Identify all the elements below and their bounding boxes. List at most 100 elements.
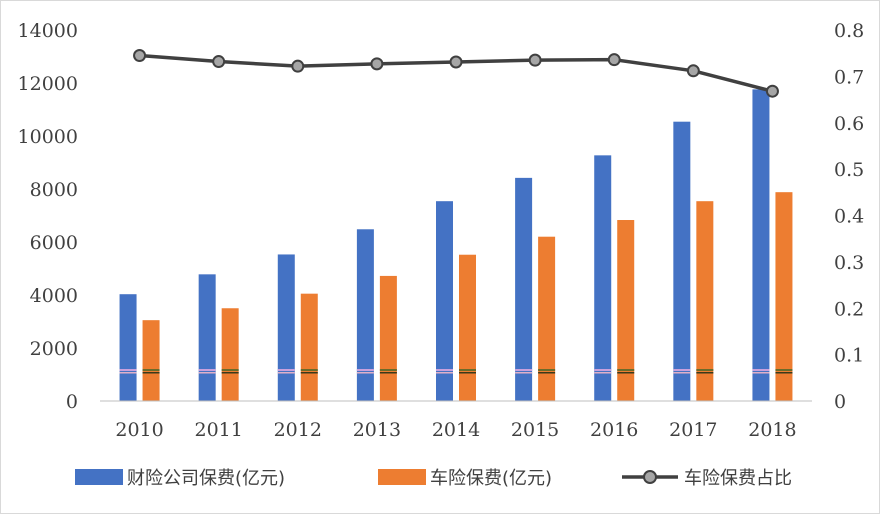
- bar-property-premium-2015: [515, 177, 533, 401]
- right-tick-label-0.8: 0.8: [834, 20, 864, 42]
- point-auto-ratio-2011: [212, 55, 226, 69]
- bar-stripe-1-2018: [775, 369, 793, 371]
- bar-stripe2-1-2014: [459, 372, 476, 374]
- point-auto-ratio-2018: [765, 84, 779, 98]
- left-tick-label-8000: 8000: [30, 179, 78, 201]
- bar-property-premium-2017: [673, 121, 691, 401]
- bars-layer: [119, 89, 793, 402]
- bar-property-premium-2013: [356, 229, 374, 401]
- bar-auto-premium-2010: [142, 320, 160, 401]
- bar-auto-premium-2013: [379, 275, 397, 401]
- bar-stripe-1-2012: [300, 369, 318, 371]
- bar-stripe2-0-2014: [436, 372, 453, 374]
- bar-stripe-1-2014: [459, 369, 476, 371]
- point-auto-ratio-2012: [291, 59, 305, 73]
- bar-property-premium-2016: [594, 155, 612, 401]
- bar-property-premium-2011: [198, 274, 216, 401]
- bar-stripe2-0-2013: [356, 372, 374, 374]
- bar-auto-premium-2016: [617, 220, 635, 401]
- left-tick-label-6000: 6000: [30, 232, 78, 254]
- bar-stripe-0-2017: [673, 369, 691, 371]
- right-tick-label-0.7: 0.7: [834, 66, 864, 88]
- bar-stripe2-1-2010: [142, 372, 160, 374]
- bar-stripe2-1-2012: [300, 372, 318, 374]
- bar-stripe2-0-2017: [673, 372, 691, 374]
- point-auto-ratio-2016: [607, 53, 621, 67]
- right-tick-label-0: 0: [834, 391, 846, 413]
- left-axis-ticks: 0 2000 4000 6000 8000 10000 12000 14000: [18, 20, 78, 413]
- bar-property-premium-2018: [752, 89, 770, 402]
- right-tick-label-0.2: 0.2: [834, 298, 864, 320]
- right-tick-label-0.5: 0.5: [834, 159, 864, 181]
- x-tick-label-2018: 2018: [748, 419, 796, 441]
- bar-stripe-0-2016: [594, 369, 612, 371]
- bar-stripe-0-2011: [198, 369, 216, 371]
- bar-stripe2-0-2016: [594, 372, 612, 374]
- bar-stripe2-1-2016: [617, 372, 635, 374]
- point-auto-ratio-2017: [686, 64, 700, 78]
- legend-label-0: 财险公司保费(亿元): [127, 468, 285, 489]
- point-auto-ratio-2015: [528, 53, 542, 67]
- x-tick-label-2015: 2015: [511, 419, 559, 441]
- bar-auto-premium-2017: [696, 201, 714, 401]
- right-tick-label-0.4: 0.4: [834, 206, 864, 228]
- left-tick-label-4000: 4000: [30, 285, 78, 307]
- point-auto-ratio-2010: [133, 49, 147, 63]
- bar-stripe-0-2010: [119, 369, 137, 371]
- bar-stripe2-0-2011: [198, 372, 216, 374]
- x-tick-label-2014: 2014: [432, 419, 480, 441]
- right-tick-label-0.1: 0.1: [834, 345, 864, 367]
- bar-property-premium-2010: [119, 294, 137, 401]
- bar-stripe-1-2017: [696, 369, 714, 371]
- legend-swatch-0: [75, 469, 123, 485]
- legend: 财险公司保费(亿元) 车险保费(亿元) 车险保费占比: [75, 468, 792, 489]
- bar-stripe-0-2012: [277, 369, 295, 371]
- point-auto-ratio-2013: [370, 57, 384, 71]
- bar-stripe2-1-2011: [221, 372, 239, 374]
- left-tick-label-2000: 2000: [30, 338, 78, 360]
- bar-stripe2-0-2015: [515, 372, 533, 374]
- right-tick-label-0.6: 0.6: [834, 113, 864, 135]
- legend-label-1: 车险保费(亿元): [430, 468, 552, 489]
- line-layer: [133, 49, 779, 98]
- legend-swatch-1: [378, 469, 426, 485]
- bar-stripe-1-2015: [538, 369, 556, 371]
- x-axis-ticks: 2010 2011 2012 2013 2014 2015 2016 2017 2018: [115, 419, 796, 441]
- bar-stripe2-0-2010: [119, 372, 137, 374]
- bar-stripe2-1-2018: [775, 372, 793, 374]
- x-tick-label-2017: 2017: [669, 419, 717, 441]
- bar-stripe-0-2015: [515, 369, 533, 371]
- bar-auto-premium-2014: [459, 254, 476, 401]
- x-tick-label-2012: 2012: [274, 419, 322, 441]
- bar-stripe2-0-2018: [752, 372, 770, 374]
- bar-stripe2-0-2012: [277, 372, 295, 374]
- left-tick-label-12000: 12000: [18, 73, 78, 95]
- bar-stripe2-1-2015: [538, 372, 556, 374]
- right-tick-label-0.3: 0.3: [834, 252, 864, 274]
- bar-property-premium-2012: [277, 254, 295, 401]
- bar-auto-premium-2011: [221, 308, 239, 401]
- legend-marker-2: [643, 470, 657, 484]
- bar-stripe-1-2011: [221, 369, 239, 371]
- bar-auto-premium-2015: [538, 236, 556, 401]
- bar-property-premium-2014: [436, 201, 453, 401]
- bar-stripe-0-2014: [436, 369, 453, 371]
- left-tick-label-10000: 10000: [18, 126, 78, 148]
- x-tick-label-2011: 2011: [194, 419, 242, 441]
- left-tick-label-14000: 14000: [18, 20, 78, 42]
- bar-stripe-1-2013: [379, 369, 397, 371]
- x-tick-label-2013: 2013: [353, 419, 401, 441]
- bar-stripe-1-2016: [617, 369, 635, 371]
- x-tick-label-2016: 2016: [590, 419, 638, 441]
- point-auto-ratio-2014: [449, 55, 463, 69]
- bar-auto-premium-2018: [775, 192, 793, 401]
- right-axis-ticks: 0 0.1 0.2 0.3 0.4 0.5 0.6 0.7 0.8: [834, 20, 864, 413]
- bar-stripe-0-2013: [356, 369, 374, 371]
- bar-stripe-1-2010: [142, 369, 160, 371]
- x-tick-label-2010: 2010: [115, 419, 163, 441]
- legend-label-2: 车险保费占比: [684, 468, 792, 489]
- bar-stripe2-1-2013: [379, 372, 397, 374]
- bar-stripe2-1-2017: [696, 372, 714, 374]
- bar-auto-premium-2012: [300, 293, 318, 401]
